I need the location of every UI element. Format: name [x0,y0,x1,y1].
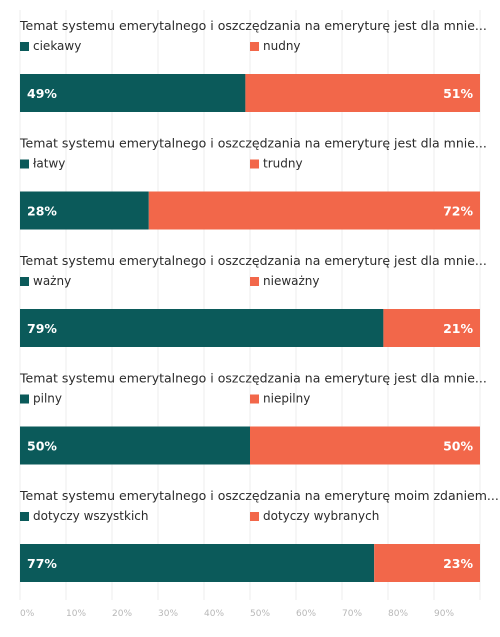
tick-label: 40% [204,609,224,619]
legend-label-left: pilny [33,392,62,406]
chart-group: Temat systemu emerytalnego i oszczędzani… [19,18,487,112]
legend-swatch-right [250,42,259,51]
tick-label: 70% [342,609,362,619]
bar-segment-right [250,426,480,465]
chart-group: Temat systemu emerytalnego i oszczędzani… [19,371,487,465]
legend-swatch-left [20,512,29,521]
data-label-right: 51% [443,86,473,101]
legend-label-right: nudny [263,39,301,53]
legend-swatch-left [20,42,29,51]
data-label-right: 50% [443,439,473,454]
tick-label: 50% [250,609,270,619]
tick-label: 10% [66,609,86,619]
legend-swatch-right [250,159,259,169]
legend-label-right: dotyczy wybranych [263,509,379,523]
x-axis-ticks: 0% 10% 20% 30% 40% 50% 60% 70% 80% 90% [20,609,454,619]
bar-segment-left [20,544,375,582]
data-label-left: 77% [27,556,57,571]
question-title: Temat systemu emerytalnego i oszczędzani… [19,371,487,386]
question-title: Temat systemu emerytalnego i oszczędzani… [19,488,499,503]
chart-group: Temat systemu emerytalnego i oszczędzani… [19,136,487,230]
data-label-left: 50% [27,439,57,454]
data-label-left: 79% [27,321,57,336]
legend-label-left: łatwy [33,157,65,171]
data-label-right: 72% [443,204,473,219]
chart-groups: Temat systemu emerytalnego i oszczędzani… [19,18,499,582]
question-title: Temat systemu emerytalnego i oszczędzani… [19,253,487,268]
data-label-left: 28% [27,204,57,219]
question-title: Temat systemu emerytalnego i oszczędzani… [19,136,487,151]
legend-swatch-left [20,159,29,169]
tick-label: 90% [434,609,454,619]
bar-segment-right [383,309,480,347]
tick-label: 80% [388,609,408,619]
legend-label-right: nieważny [263,274,320,288]
legend-swatch-right [250,394,259,404]
bar-segment-left [20,309,384,347]
tick-label: 30% [158,609,178,619]
bar-segment-right [374,544,480,582]
legend-swatch-left [20,277,29,286]
legend-label-left: ważny [33,274,71,288]
chart-group: Temat systemu emerytalnego i oszczędzani… [19,253,487,347]
tick-label: 60% [296,609,316,619]
legend-label-right: trudny [263,157,303,171]
bar-segment-left [20,74,246,112]
bar-segment-left [20,426,250,465]
bar-segment-right [148,191,481,230]
data-label-right: 21% [443,321,473,336]
tick-label: 20% [112,609,132,619]
chart-group: Temat systemu emerytalnego i oszczędzani… [19,488,499,582]
bar-segment-left [20,191,149,230]
legend-swatch-left [20,394,29,404]
question-title: Temat systemu emerytalnego i oszczędzani… [19,18,487,33]
tick-label: 0% [20,609,35,619]
legend-label-left: dotyczy wszystkich [33,509,149,523]
data-label-left: 49% [27,86,57,101]
data-label-right: 23% [443,556,473,571]
bar-segment-right [245,74,480,112]
legend-label-right: niepilny [263,392,310,406]
legend-label-left: ciekawy [33,39,81,53]
legend-swatch-right [250,512,259,521]
legend-swatch-right [250,277,259,286]
